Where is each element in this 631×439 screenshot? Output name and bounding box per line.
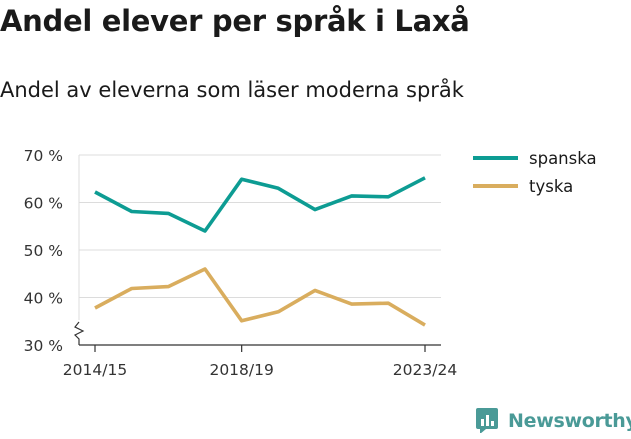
legend-label-spanska: spanska (529, 149, 597, 168)
series-line-tyska (94, 267, 426, 327)
brand-name: Newsworthy (508, 409, 631, 432)
series-line-spanska (94, 176, 426, 233)
chart-subtitle: Andel av eleverna som läser moderna språ… (0, 78, 464, 102)
y-tick-label: 30 % (24, 337, 63, 355)
chart-title: Andel elever per språk i Laxå (0, 4, 470, 38)
legend-label-tyska: tyska (529, 177, 573, 196)
y-tick-label: 60 % (24, 195, 63, 213)
y-tick-label: 70 % (24, 147, 63, 165)
y-axis-break-marker (73, 321, 85, 345)
newsworthy-brand: Newsworthy (476, 408, 631, 434)
x-tick-label: 2023/24 (393, 361, 457, 379)
newsworthy-logo-icon (476, 408, 501, 434)
y-tick-label: 50 % (24, 242, 63, 260)
x-tick-label: 2014/15 (63, 361, 127, 379)
x-tick-label: 2018/19 (209, 361, 273, 379)
y-tick-label: 40 % (24, 290, 63, 308)
